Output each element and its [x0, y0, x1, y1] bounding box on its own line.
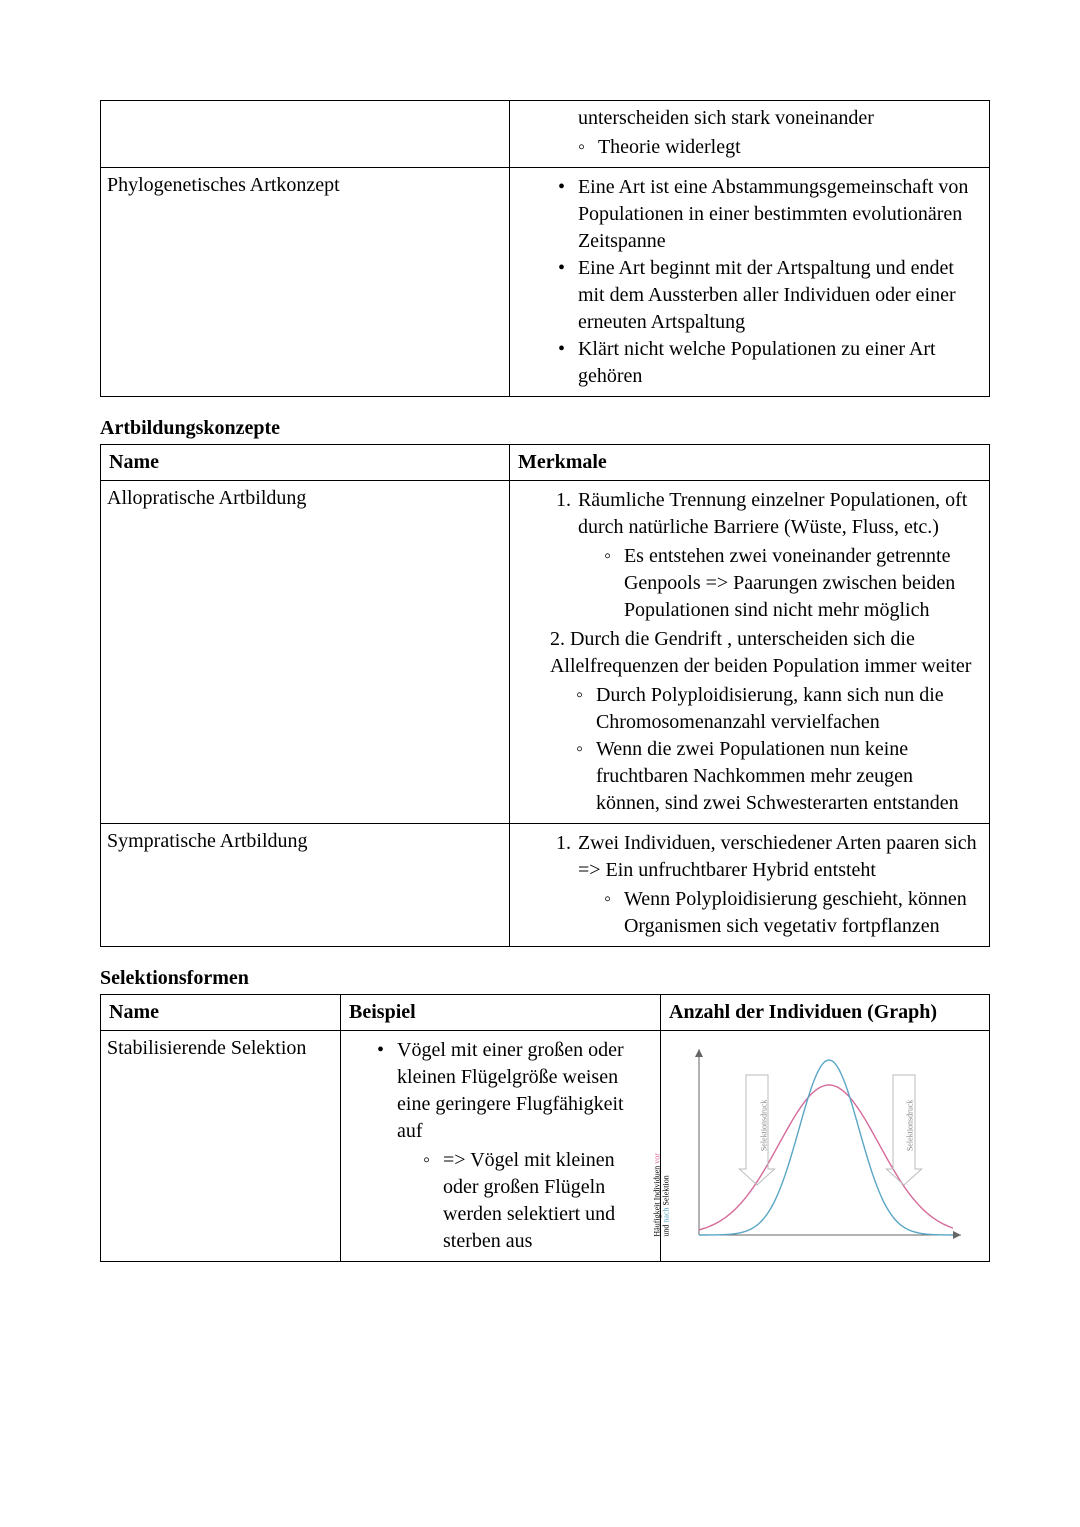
numbered-item: Räumliche Trennung einzelner Populatione…	[576, 487, 981, 624]
bullet-item: Klärt nicht welche Populationen zu einer…	[558, 336, 981, 390]
artbildungskonzepte-table: Name Merkmale Allopratische Artbildung R…	[100, 444, 990, 947]
continuation-text: unterscheiden sich stark voneinander	[518, 105, 981, 132]
cell-name: Allopratische Artbildung	[101, 481, 510, 824]
col-header-graph: Anzahl der Individuen (Graph)	[661, 995, 990, 1031]
section-title-selektionsformen: Selektionsformen	[100, 965, 990, 992]
sub-bullet: Wenn Polyploidisierung geschieht, können…	[604, 886, 981, 940]
col-header-beispiel: Beispiel	[341, 995, 661, 1031]
cell-name: Stabilisierende Selektion	[101, 1031, 341, 1262]
selection-pressure-label-right: Selektionsdruck	[905, 1100, 916, 1152]
selection-curve-svg	[669, 1035, 969, 1255]
numbered-item-text: Räumliche Trennung einzelner Populatione…	[578, 489, 967, 538]
col-header-name: Name	[101, 995, 341, 1031]
page: unterscheiden sich stark voneinander The…	[0, 0, 1080, 1322]
numbered-item-2: 2. Durch die Gendrift , unterscheiden si…	[518, 626, 981, 680]
sub-bullet: Theorie widerlegt	[578, 134, 981, 161]
table-row: Sympratische Artbildung Zwei Individuen,…	[101, 824, 990, 947]
cell-name: Phylogenetisches Artkonzept	[101, 168, 510, 397]
y-axis-label: Häufigkeit Individuen vor und nach Selek…	[653, 1153, 671, 1237]
cell-beispiel: Vögel mit einer großen oder kleinen Flüg…	[341, 1031, 661, 1262]
cell-details: unterscheiden sich stark voneinander The…	[509, 101, 989, 168]
table-row: Stabilisierende Selektion Vögel mit eine…	[101, 1031, 990, 1262]
cell-details: Eine Art ist eine Abstammungs­gemeinscha…	[509, 168, 989, 397]
numbered-item: Zwei Individuen, verschiedener Arten paa…	[576, 830, 981, 940]
col-header-name: Name	[101, 445, 510, 481]
table-row: unterscheiden sich stark voneinander The…	[101, 101, 990, 168]
bullet-item: Eine Art ist eine Abstammungs­gemeinscha…	[558, 174, 981, 255]
stabilising-selection-graph: Häufigkeit Individuen vor und nach Selek…	[669, 1035, 981, 1255]
bullet-item-text: Vögel mit einer großen oder kleinen Flüg…	[397, 1039, 624, 1142]
table-row: Allopratische Artbildung Räumliche Trenn…	[101, 481, 990, 824]
numbered-item-text: Zwei Individuen, verschiedener Arten paa…	[578, 832, 977, 881]
artkonzepte-table: unterscheiden sich stark voneinander The…	[100, 100, 990, 397]
cell-graph: Häufigkeit Individuen vor und nach Selek…	[661, 1031, 990, 1262]
bullet-item: Eine Art beginnt mit der Artspaltung und…	[558, 255, 981, 336]
selektionsformen-table: Name Beispiel Anzahl der Individuen (Gra…	[100, 994, 990, 1262]
sub-bullet: => Vögel mit kleinen oder großen Flügeln…	[423, 1147, 652, 1255]
col-header-merkmale: Merkmale	[509, 445, 989, 481]
sub-bullet: Es entstehen zwei voneinander getrennte …	[604, 543, 981, 624]
selection-pressure-label-left: Selektionsdruck	[759, 1100, 770, 1152]
table-row: Phylogenetisches Artkonzept Eine Art ist…	[101, 168, 990, 397]
sub-bullet: Wenn die zwei Populationen nun keine fru…	[576, 736, 981, 817]
cell-details: Räumliche Trennung einzelner Populatione…	[509, 481, 989, 824]
cell-name: Sympratische Artbildung	[101, 824, 510, 947]
cell-name-empty	[101, 101, 510, 168]
sub-bullet: Durch Polyploidisierung, kann sich nun d…	[576, 682, 981, 736]
bullet-item: Vögel mit einer großen oder kleinen Flüg…	[377, 1037, 652, 1255]
section-title-artbildungskonzepte: Artbildungskonzepte	[100, 415, 990, 442]
cell-details: Zwei Individuen, verschiedener Arten paa…	[509, 824, 989, 947]
